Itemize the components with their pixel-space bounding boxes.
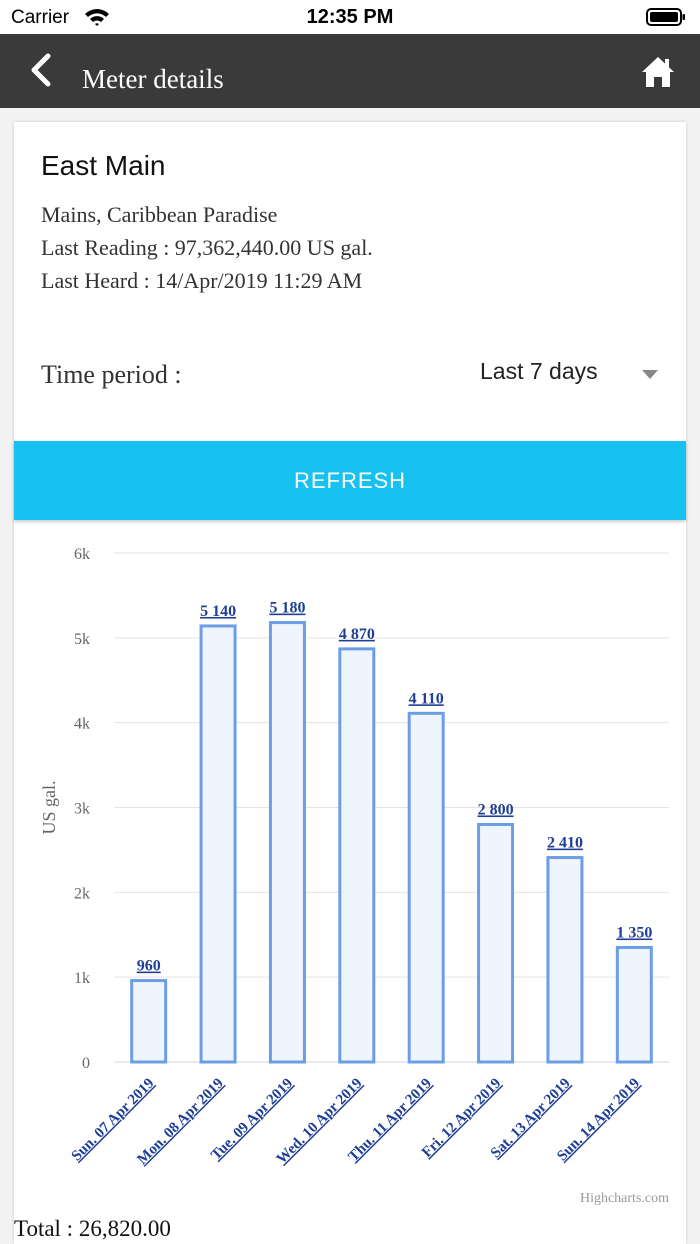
status-time: 12:35 PM [306,6,394,28]
bar-data-label: 5 180 [269,600,305,617]
meter-card: East Main Mains, Caribbean Paradise Last… [14,122,686,1244]
carrier-label: Carrier [11,7,70,28]
y-tick-label: 1k [74,970,90,987]
bar [199,624,237,1064]
y-tick-label: 3k [74,801,90,818]
bar [407,711,445,1064]
wifi-icon [85,9,109,26]
bar [338,647,376,1064]
bar [546,856,584,1064]
meter-name: East Main [41,150,166,181]
bar-data-label: 4 870 [339,626,375,643]
bar [130,979,168,1064]
last-reading: Last Reading : 97,362,440.00 US gal. [41,235,373,260]
back-arrow-icon[interactable] [28,52,56,88]
y-tick-label: 4k [74,716,90,733]
time-period-label: Time period : [41,360,182,389]
y-axis-title: US gal. [39,781,59,835]
total-usage: Total : 26,820.00 [14,1216,171,1241]
last-heard: Last Heard : 14/Apr/2019 11:29 AM [41,268,363,293]
meter-location: Mains, Caribbean Paradise [41,202,278,227]
bar-data-label: 2 410 [547,835,583,852]
bar-data-label: 2 800 [478,801,514,818]
bar [268,621,306,1064]
time-period-value: Last 7 days [480,358,598,384]
nav-bar: Meter details [0,34,700,108]
bar-data-label: 960 [137,958,161,975]
bar-data-label: 4 110 [409,690,444,707]
refresh-button[interactable]: REFRESH [14,441,686,520]
y-tick-label: 2k [74,885,90,902]
bar [477,822,515,1064]
status-bar: Carrier 12:35 PM [0,0,700,34]
y-tick-label: 0 [82,1055,90,1072]
bar-data-label: 1 350 [616,924,652,941]
bar [615,945,653,1064]
battery-icon [646,8,685,26]
bar-data-label: 5 140 [200,603,236,620]
y-tick-label: 5k [74,631,90,648]
home-icon[interactable] [640,54,676,90]
time-period-select[interactable]: Last 7 days [454,356,674,392]
y-tick-label: 6k [74,546,90,563]
chart-credit: Highcharts.com [580,1191,669,1206]
dropdown-caret-icon [642,370,658,379]
page-title: Meter details [82,64,224,94]
